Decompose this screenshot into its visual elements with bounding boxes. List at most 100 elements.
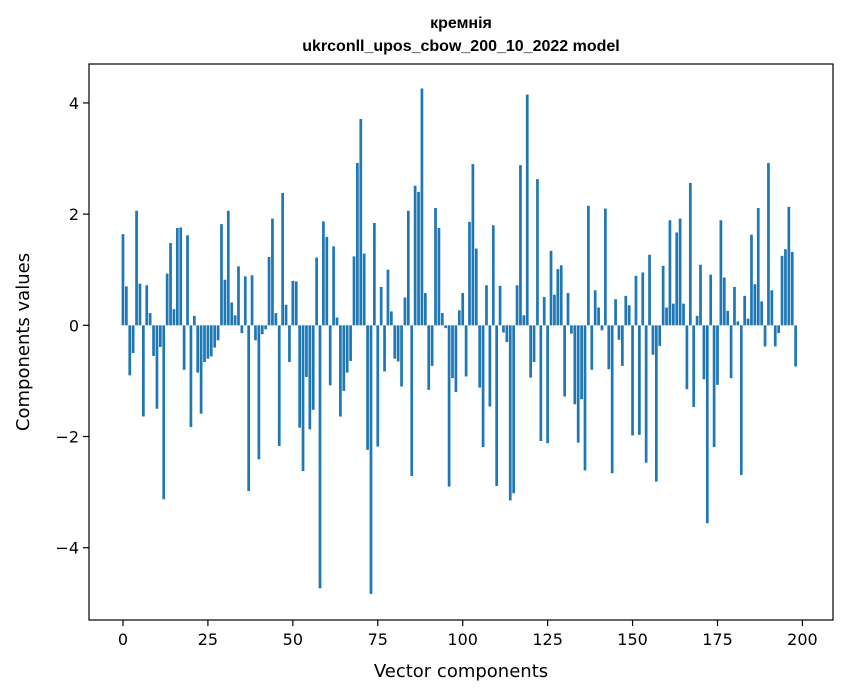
bar-140 bbox=[597, 307, 600, 326]
bar-174 bbox=[712, 325, 716, 448]
bar-17 bbox=[179, 227, 183, 326]
bar-9 bbox=[152, 325, 155, 356]
bar-96 bbox=[447, 325, 451, 487]
bar-119 bbox=[525, 94, 529, 326]
bar-4 bbox=[135, 210, 138, 326]
x-tick-label: 75 bbox=[368, 630, 388, 649]
bar-74 bbox=[373, 223, 376, 326]
bar-172 bbox=[705, 325, 709, 524]
bar-112 bbox=[502, 325, 505, 333]
bar-155 bbox=[648, 254, 651, 326]
bar-182 bbox=[739, 325, 743, 475]
bar-80 bbox=[393, 325, 397, 359]
plot-frame bbox=[88, 63, 834, 621]
y-tick-label: 4 bbox=[69, 94, 79, 113]
bar-194 bbox=[780, 255, 784, 326]
bar-186 bbox=[753, 284, 757, 326]
bar-189 bbox=[763, 325, 767, 347]
bar-55 bbox=[308, 325, 312, 430]
bar-64 bbox=[339, 325, 342, 417]
bar-138 bbox=[590, 325, 594, 370]
bar-129 bbox=[559, 265, 563, 326]
bar-85 bbox=[410, 325, 414, 476]
bars-group bbox=[121, 88, 797, 594]
x-axis-ticks: 0 25 50 75 100 125 150 175 200 bbox=[118, 620, 818, 649]
bar-151 bbox=[634, 275, 638, 326]
x-tick-label: 0 bbox=[118, 630, 128, 649]
bar-134 bbox=[576, 325, 580, 443]
bar-178 bbox=[726, 310, 730, 326]
bar-94 bbox=[440, 313, 444, 326]
y-axis-ticks: −4 −2 0 2 4 bbox=[55, 94, 89, 558]
bar-6 bbox=[142, 325, 145, 417]
bar-121 bbox=[532, 325, 536, 363]
bar-39 bbox=[254, 325, 257, 341]
bar-48 bbox=[284, 304, 288, 326]
y-tick-label: 2 bbox=[69, 205, 79, 224]
bar-73 bbox=[369, 325, 373, 594]
bar-18 bbox=[182, 325, 186, 370]
bar-72 bbox=[366, 325, 369, 450]
bar-24 bbox=[203, 325, 206, 363]
bar-10 bbox=[155, 325, 159, 409]
bar-164 bbox=[678, 218, 682, 326]
bar-41 bbox=[260, 325, 264, 335]
x-tick-label: 25 bbox=[198, 630, 218, 649]
bar-109 bbox=[491, 225, 495, 326]
bar-139 bbox=[593, 290, 597, 326]
bar-156 bbox=[651, 325, 655, 355]
bar-192 bbox=[773, 325, 777, 347]
bar-56 bbox=[311, 325, 315, 410]
bar-137 bbox=[587, 205, 590, 326]
bar-120 bbox=[529, 325, 532, 378]
bar-161 bbox=[668, 220, 672, 326]
bar-146 bbox=[617, 325, 621, 340]
bar-42 bbox=[264, 325, 268, 330]
bar-152 bbox=[638, 325, 641, 435]
bar-2 bbox=[128, 325, 132, 376]
x-tick-label: 100 bbox=[447, 630, 478, 649]
bar-142 bbox=[604, 208, 607, 326]
bar-25 bbox=[206, 325, 210, 359]
bar-16 bbox=[175, 228, 179, 326]
bar-102 bbox=[468, 221, 471, 326]
bar-67 bbox=[349, 325, 352, 361]
y-tick-label: −2 bbox=[55, 428, 79, 447]
bar-100 bbox=[461, 293, 465, 326]
bar-113 bbox=[505, 325, 509, 342]
bar-136 bbox=[583, 325, 587, 471]
bar-165 bbox=[682, 303, 685, 326]
bar-127 bbox=[553, 294, 556, 326]
bar-108 bbox=[488, 325, 492, 407]
bar-76 bbox=[379, 286, 383, 326]
bar-1 bbox=[125, 286, 128, 326]
bar-88 bbox=[420, 88, 424, 326]
bar-83 bbox=[403, 297, 407, 326]
bar-150 bbox=[631, 325, 634, 436]
bar-170 bbox=[699, 264, 702, 326]
bar-171 bbox=[702, 325, 706, 380]
bar-78 bbox=[386, 269, 390, 326]
bar-21 bbox=[192, 315, 196, 326]
bar-99 bbox=[457, 310, 461, 326]
bar-14 bbox=[169, 243, 172, 326]
bar-90 bbox=[427, 325, 431, 390]
bar-106 bbox=[481, 325, 485, 448]
bar-169 bbox=[695, 315, 699, 326]
bar-160 bbox=[665, 307, 668, 326]
bar-141 bbox=[600, 325, 604, 331]
bar-36 bbox=[243, 276, 247, 326]
bar-162 bbox=[671, 303, 675, 326]
bar-132 bbox=[570, 325, 573, 334]
bar-195 bbox=[784, 249, 787, 326]
bar-135 bbox=[580, 325, 583, 400]
bar-35 bbox=[240, 325, 244, 334]
bar-47 bbox=[281, 192, 284, 326]
bar-143 bbox=[607, 325, 611, 370]
bar-183 bbox=[743, 295, 747, 326]
bar-82 bbox=[400, 325, 403, 387]
x-tick-label: 50 bbox=[283, 630, 303, 649]
bar-148 bbox=[624, 295, 628, 326]
bar-29 bbox=[220, 224, 223, 326]
